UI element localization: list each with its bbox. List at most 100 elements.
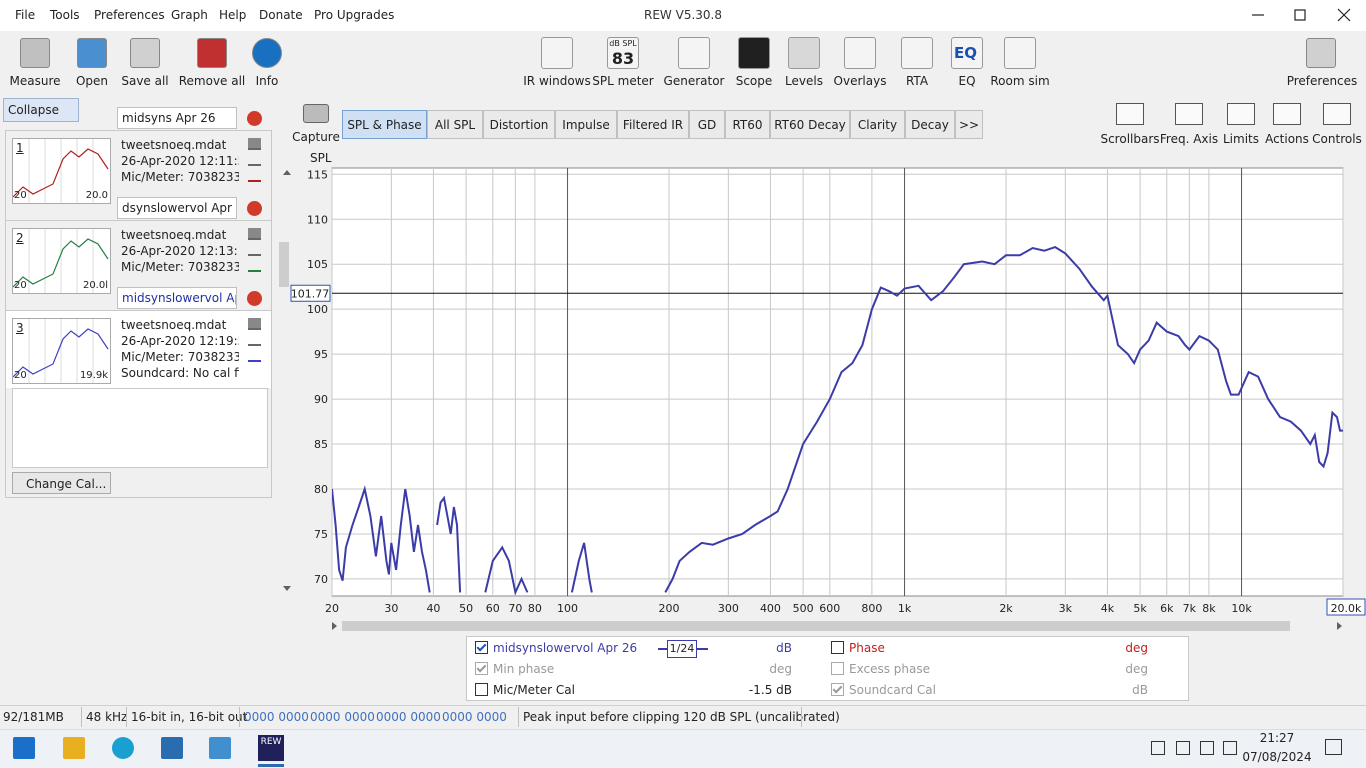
toolbar-button[interactable]: Room sim — [990, 74, 1050, 88]
toolbar-button[interactable]: Generator — [663, 74, 725, 88]
graph-tab[interactable]: Filtered IR — [617, 110, 689, 139]
clock-time[interactable]: 21:27 — [1259, 731, 1295, 745]
remove-icon[interactable] — [247, 201, 262, 216]
toolbar-icon[interactable] — [541, 37, 573, 69]
menu-item[interactable]: Pro Upgrades — [314, 8, 395, 22]
graph-tab[interactable]: GD — [689, 110, 725, 139]
checkbox[interactable] — [831, 683, 844, 696]
measurement-action-icon[interactable] — [248, 228, 261, 240]
graph-tab[interactable]: >> — [955, 110, 983, 139]
menu-item[interactable]: Tools — [50, 8, 80, 22]
menu-item[interactable]: Donate — [259, 8, 303, 22]
toolbar-icon[interactable] — [130, 38, 160, 68]
toolbar-icon[interactable] — [788, 37, 820, 69]
taskbar-app[interactable]: REW — [258, 735, 284, 761]
legend-label[interactable]: Excess phase — [849, 662, 930, 676]
measurement-name[interactable]: midsynslowervol Apr — [117, 287, 237, 309]
graph-tool-icon[interactable] — [1273, 103, 1301, 125]
graph-tab[interactable]: All SPL — [427, 110, 483, 139]
remove-icon[interactable] — [247, 291, 262, 306]
toolbar-button[interactable]: RTA — [905, 74, 929, 88]
graph-tab[interactable]: Distortion — [483, 110, 555, 139]
toolbar-icon[interactable] — [252, 38, 282, 68]
checkbox[interactable] — [475, 683, 488, 696]
measurement-action-icon[interactable] — [248, 350, 261, 362]
graph-tool-icon[interactable] — [1323, 103, 1351, 125]
toolbar-button[interactable]: Scope — [735, 74, 773, 88]
graph-tab[interactable]: SPL & Phase — [342, 110, 427, 139]
toolbar-icon[interactable] — [77, 38, 107, 68]
taskbar-icon[interactable] — [209, 737, 231, 759]
graph-tab[interactable]: RT60 — [725, 110, 770, 139]
toolbar-icon[interactable]: dB SPL 83 — [607, 37, 639, 69]
taskbar-icon[interactable] — [63, 737, 85, 759]
toolbar-icon[interactable] — [1004, 37, 1036, 69]
checkbox[interactable] — [831, 662, 844, 675]
taskbar-icon[interactable] — [112, 737, 134, 759]
graph-tab[interactable]: RT60 Decay — [770, 110, 850, 139]
toolbar-icon[interactable] — [197, 38, 227, 68]
toolbar-icon[interactable]: EQ — [951, 37, 983, 69]
toolbar-icon[interactable] — [1306, 38, 1336, 68]
capture-icon[interactable] — [303, 104, 329, 123]
graph-tool-button[interactable]: Limits — [1223, 132, 1259, 146]
toolbar-icon[interactable] — [738, 37, 770, 69]
thumbnail[interactable]: 2 20 20.0l — [12, 228, 111, 294]
tray-icon[interactable] — [1200, 741, 1214, 755]
checkbox[interactable] — [475, 662, 488, 675]
taskbar-icon[interactable] — [161, 737, 183, 759]
change-cal-button[interactable]: Change Cal... — [12, 472, 111, 494]
toolbar-button[interactable]: EQ — [958, 74, 976, 88]
toolbar-button[interactable]: Measure — [9, 74, 61, 88]
notification-icon[interactable] — [1325, 739, 1342, 755]
legend-label[interactable]: Phase — [849, 641, 885, 655]
checkbox[interactable] — [831, 641, 844, 654]
toolbar-button[interactable]: Info — [255, 74, 279, 88]
tray-icon[interactable] — [1223, 741, 1237, 755]
thumbnail[interactable]: 3 20 19.9k — [12, 318, 111, 384]
toolbar-icon[interactable] — [678, 37, 710, 69]
smoothing-box[interactable]: 1/24 — [667, 640, 697, 658]
thumbnail[interactable]: 1 20 20.0 — [12, 138, 111, 204]
toolbar-icon[interactable] — [901, 37, 933, 69]
graph-tool-button[interactable]: Controls — [1312, 132, 1362, 146]
toolbar-button[interactable]: Open — [75, 74, 109, 88]
menu-item[interactable]: File — [15, 8, 36, 22]
graph-tab[interactable]: Decay — [905, 110, 955, 139]
menu-item[interactable]: Preferences — [94, 8, 165, 22]
measurement-action-icon[interactable] — [248, 154, 261, 166]
legend-label[interactable]: Mic/Meter Cal — [493, 683, 575, 697]
legend-label[interactable]: Soundcard Cal — [849, 683, 936, 697]
toolbar-button[interactable]: SPL meter — [592, 74, 654, 88]
toolbar-button[interactable]: Levels — [785, 74, 823, 88]
taskbar-icon[interactable] — [13, 737, 35, 759]
graph-tool-button[interactable]: Freq. Axis — [1159, 132, 1219, 146]
measurement-action-icon[interactable] — [248, 334, 261, 346]
legend-label[interactable]: Min phase — [493, 662, 555, 676]
graph-tab[interactable]: Clarity — [850, 110, 905, 139]
checkbox[interactable] — [475, 641, 488, 654]
toolbar-button[interactable]: IR windows — [523, 74, 591, 88]
graph-tool-icon[interactable] — [1175, 103, 1203, 125]
graph-tab[interactable]: Impulse — [555, 110, 617, 139]
toolbar-icon[interactable] — [20, 38, 50, 68]
graph-tool-icon[interactable] — [1116, 103, 1144, 125]
measurement-action-icon[interactable] — [248, 138, 261, 150]
collapse-button[interactable]: Collapse — [3, 98, 79, 122]
menu-item[interactable]: Graph — [171, 8, 208, 22]
toolbar-button[interactable]: Save all — [121, 74, 169, 88]
measurement-action-icon[interactable] — [248, 244, 261, 256]
measurement-name[interactable]: midsyns Apr 26 — [117, 107, 237, 129]
legend-label[interactable]: midsynslowervol Apr 26 — [493, 641, 638, 655]
graph-tool-button[interactable]: Scrollbars — [1100, 132, 1160, 146]
toolbar-button[interactable]: Overlays — [833, 74, 887, 88]
notes-box[interactable] — [12, 388, 268, 468]
measurement-action-icon[interactable] — [248, 318, 261, 330]
measurement-action-icon[interactable] — [248, 260, 261, 272]
capture-button[interactable]: Capture — [292, 130, 340, 144]
toolbar-button[interactable]: Preferences — [1286, 74, 1358, 88]
menu-item[interactable]: Help — [219, 8, 247, 22]
toolbar-icon[interactable] — [844, 37, 876, 69]
measurement-name[interactable]: dsynslowervol Apr 26 — [117, 197, 237, 219]
toolbar-button[interactable]: Remove all — [178, 74, 246, 88]
